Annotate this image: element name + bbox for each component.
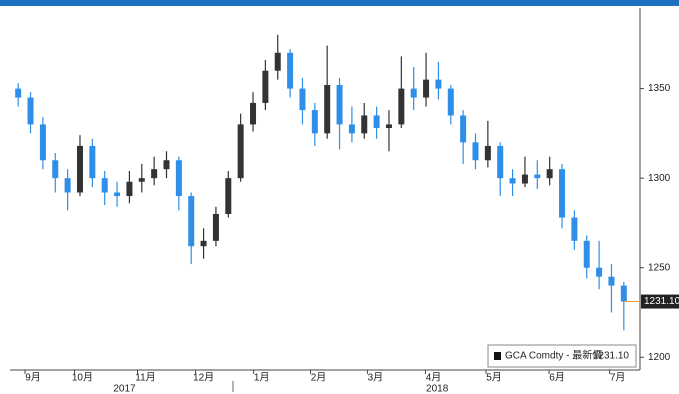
candle-body	[596, 267, 603, 277]
candle-body	[423, 79, 430, 98]
candle-body	[274, 52, 281, 71]
candle-body	[101, 178, 108, 193]
candle-body	[225, 178, 232, 214]
last-price-box	[641, 294, 679, 309]
x-tick-label: 2月	[311, 372, 327, 384]
candle-body	[212, 213, 219, 241]
legend-value: 1231.10	[593, 351, 630, 362]
candle-body	[163, 160, 170, 170]
x-tick-label: 11月	[135, 372, 155, 384]
candle-body	[546, 169, 553, 179]
x-tick-label: 9月	[25, 372, 41, 384]
x-tick-label: 12月	[193, 372, 214, 384]
candle-body	[76, 145, 83, 193]
x-tick-label: 6月	[549, 372, 565, 384]
legend-box	[487, 344, 637, 368]
candle-body	[287, 52, 294, 89]
x-tick-label: 10月	[72, 372, 93, 384]
x-tick-label: 1月	[254, 372, 270, 384]
candle-body	[15, 88, 22, 98]
top-bar	[0, 0, 679, 6]
candle-body	[521, 174, 528, 184]
candle-body	[175, 160, 182, 197]
candle-body	[299, 88, 306, 111]
candle-body	[385, 124, 392, 128]
candle-body	[460, 115, 467, 143]
candle-body	[361, 115, 368, 134]
candle-body	[262, 70, 269, 103]
x-tick-label: 5月	[486, 372, 502, 384]
candle-body	[608, 276, 615, 286]
candle-body	[237, 124, 244, 179]
candle-body	[126, 181, 133, 197]
y-tick-label: 1300	[648, 173, 671, 184]
candle-body	[447, 88, 454, 116]
candle-body	[559, 169, 566, 218]
candle-body	[151, 169, 158, 179]
candle-body	[89, 145, 96, 179]
y-tick-label: 1200	[648, 352, 671, 363]
candle-body	[27, 97, 34, 125]
candle-body	[39, 124, 46, 161]
year-label: 2018	[426, 384, 449, 394]
candle-body	[188, 196, 195, 247]
x-tick-label: 7月	[610, 372, 626, 384]
candle-body	[484, 145, 491, 161]
x-tick-label: 4月	[426, 372, 442, 384]
candle-body	[336, 85, 343, 125]
candle-body	[435, 79, 442, 89]
candle-body	[534, 174, 541, 179]
y-tick-label: 1350	[648, 83, 671, 94]
candle-body	[497, 145, 504, 179]
candle-body	[311, 110, 318, 134]
candle-body	[200, 240, 207, 247]
last-price-label: 1231.10	[644, 296, 679, 307]
candle-body	[52, 160, 59, 179]
x-tick-label: 3月	[368, 372, 384, 384]
year-label: 2017	[113, 384, 136, 394]
candle-body	[472, 142, 479, 161]
candle-body	[114, 192, 121, 197]
legend-swatch	[494, 352, 501, 360]
candle-body	[138, 178, 145, 182]
legend-label: GCA Comdty - 最新價	[505, 349, 602, 362]
candle-body	[410, 88, 417, 98]
candle-body	[571, 217, 578, 241]
candle-body	[348, 124, 355, 134]
candle-body	[250, 102, 257, 125]
candle-body	[64, 178, 71, 193]
candle-body	[620, 285, 627, 302]
candle-body	[373, 115, 380, 128]
candle-body	[509, 178, 516, 184]
candle-body	[583, 240, 590, 268]
candle-body	[398, 88, 405, 125]
y-tick-label: 1250	[648, 262, 671, 273]
candle-body	[324, 85, 331, 134]
